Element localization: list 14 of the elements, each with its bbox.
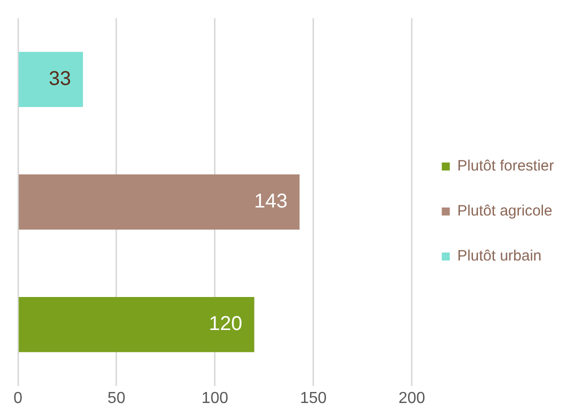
legend-label: Plutôt urbain [457,248,542,265]
x-tick-label: 200 [398,390,426,407]
x-tick-label: 150 [300,390,327,407]
data-label: 33 [48,68,71,90]
x-tick-label: 0 [14,390,23,407]
data-label: 143 [254,190,288,213]
bar [18,296,254,352]
bar [18,174,300,230]
data-label: 120 [208,313,242,336]
legend-label: Plutôt agricole [457,202,552,220]
bar [18,52,83,108]
legend-label: Plutôt forestier [457,158,554,175]
x-tick-label: 50 [108,390,126,407]
x-tick-label: 100 [202,390,228,407]
